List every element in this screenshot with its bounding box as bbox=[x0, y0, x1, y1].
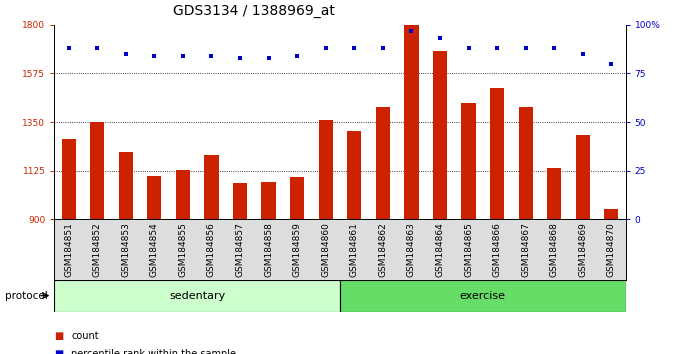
Point bbox=[377, 45, 388, 51]
Bar bbox=[147, 176, 161, 219]
Bar bbox=[461, 103, 475, 219]
Text: GSM184866: GSM184866 bbox=[492, 222, 502, 278]
Bar bbox=[233, 183, 248, 219]
Bar bbox=[604, 209, 618, 219]
Text: GSM184862: GSM184862 bbox=[378, 222, 388, 277]
Text: count: count bbox=[71, 331, 99, 341]
Bar bbox=[547, 167, 561, 219]
Bar bbox=[290, 177, 304, 219]
Point bbox=[577, 51, 588, 57]
Bar bbox=[490, 87, 504, 219]
Text: exercise: exercise bbox=[460, 291, 506, 301]
Text: GSM184853: GSM184853 bbox=[121, 222, 131, 278]
Text: GSM184868: GSM184868 bbox=[549, 222, 559, 278]
Point bbox=[606, 61, 617, 67]
Bar bbox=[61, 139, 75, 219]
Point bbox=[120, 51, 131, 57]
Point bbox=[63, 45, 74, 51]
FancyBboxPatch shape bbox=[54, 280, 340, 312]
Text: sedentary: sedentary bbox=[169, 291, 225, 301]
Text: GSM184864: GSM184864 bbox=[435, 222, 445, 277]
Text: GSM184856: GSM184856 bbox=[207, 222, 216, 278]
Text: GSM184870: GSM184870 bbox=[607, 222, 616, 278]
Text: ■: ■ bbox=[54, 349, 64, 354]
Text: GSM184859: GSM184859 bbox=[292, 222, 302, 278]
Bar bbox=[261, 182, 275, 219]
Text: GSM184857: GSM184857 bbox=[235, 222, 245, 278]
Point bbox=[235, 55, 245, 61]
Text: GSM184858: GSM184858 bbox=[264, 222, 273, 278]
Bar bbox=[575, 135, 590, 219]
Text: GSM184869: GSM184869 bbox=[578, 222, 588, 278]
Bar bbox=[175, 170, 190, 219]
Text: protocol: protocol bbox=[5, 291, 48, 301]
Bar bbox=[204, 155, 218, 219]
Bar bbox=[347, 131, 362, 219]
Point bbox=[177, 53, 188, 59]
Point bbox=[406, 28, 417, 33]
Point bbox=[435, 35, 445, 41]
Text: GSM184861: GSM184861 bbox=[350, 222, 359, 278]
Text: GSM184854: GSM184854 bbox=[150, 222, 159, 277]
Text: GSM184855: GSM184855 bbox=[178, 222, 188, 278]
Point bbox=[520, 45, 531, 51]
Bar bbox=[518, 107, 533, 219]
Point bbox=[463, 45, 474, 51]
Bar bbox=[432, 51, 447, 219]
Point bbox=[206, 53, 217, 59]
Text: GSM184852: GSM184852 bbox=[92, 222, 102, 277]
Text: GSM184865: GSM184865 bbox=[464, 222, 473, 278]
Text: GDS3134 / 1388969_at: GDS3134 / 1388969_at bbox=[173, 4, 335, 18]
Text: GSM184851: GSM184851 bbox=[64, 222, 73, 278]
Bar bbox=[318, 120, 333, 219]
Point bbox=[92, 45, 103, 51]
Bar bbox=[375, 107, 390, 219]
Text: percentile rank within the sample: percentile rank within the sample bbox=[71, 349, 237, 354]
Bar bbox=[404, 25, 418, 219]
Point bbox=[549, 45, 560, 51]
Bar bbox=[90, 122, 105, 219]
Point bbox=[349, 45, 360, 51]
Point bbox=[492, 45, 503, 51]
Text: GSM184860: GSM184860 bbox=[321, 222, 330, 278]
Bar bbox=[118, 153, 133, 219]
FancyBboxPatch shape bbox=[340, 280, 626, 312]
Point bbox=[149, 53, 160, 59]
Point bbox=[320, 45, 331, 51]
Point bbox=[292, 53, 303, 59]
Text: GSM184867: GSM184867 bbox=[521, 222, 530, 278]
Point bbox=[263, 55, 274, 61]
Text: ■: ■ bbox=[54, 331, 64, 341]
Text: GSM184863: GSM184863 bbox=[407, 222, 416, 278]
